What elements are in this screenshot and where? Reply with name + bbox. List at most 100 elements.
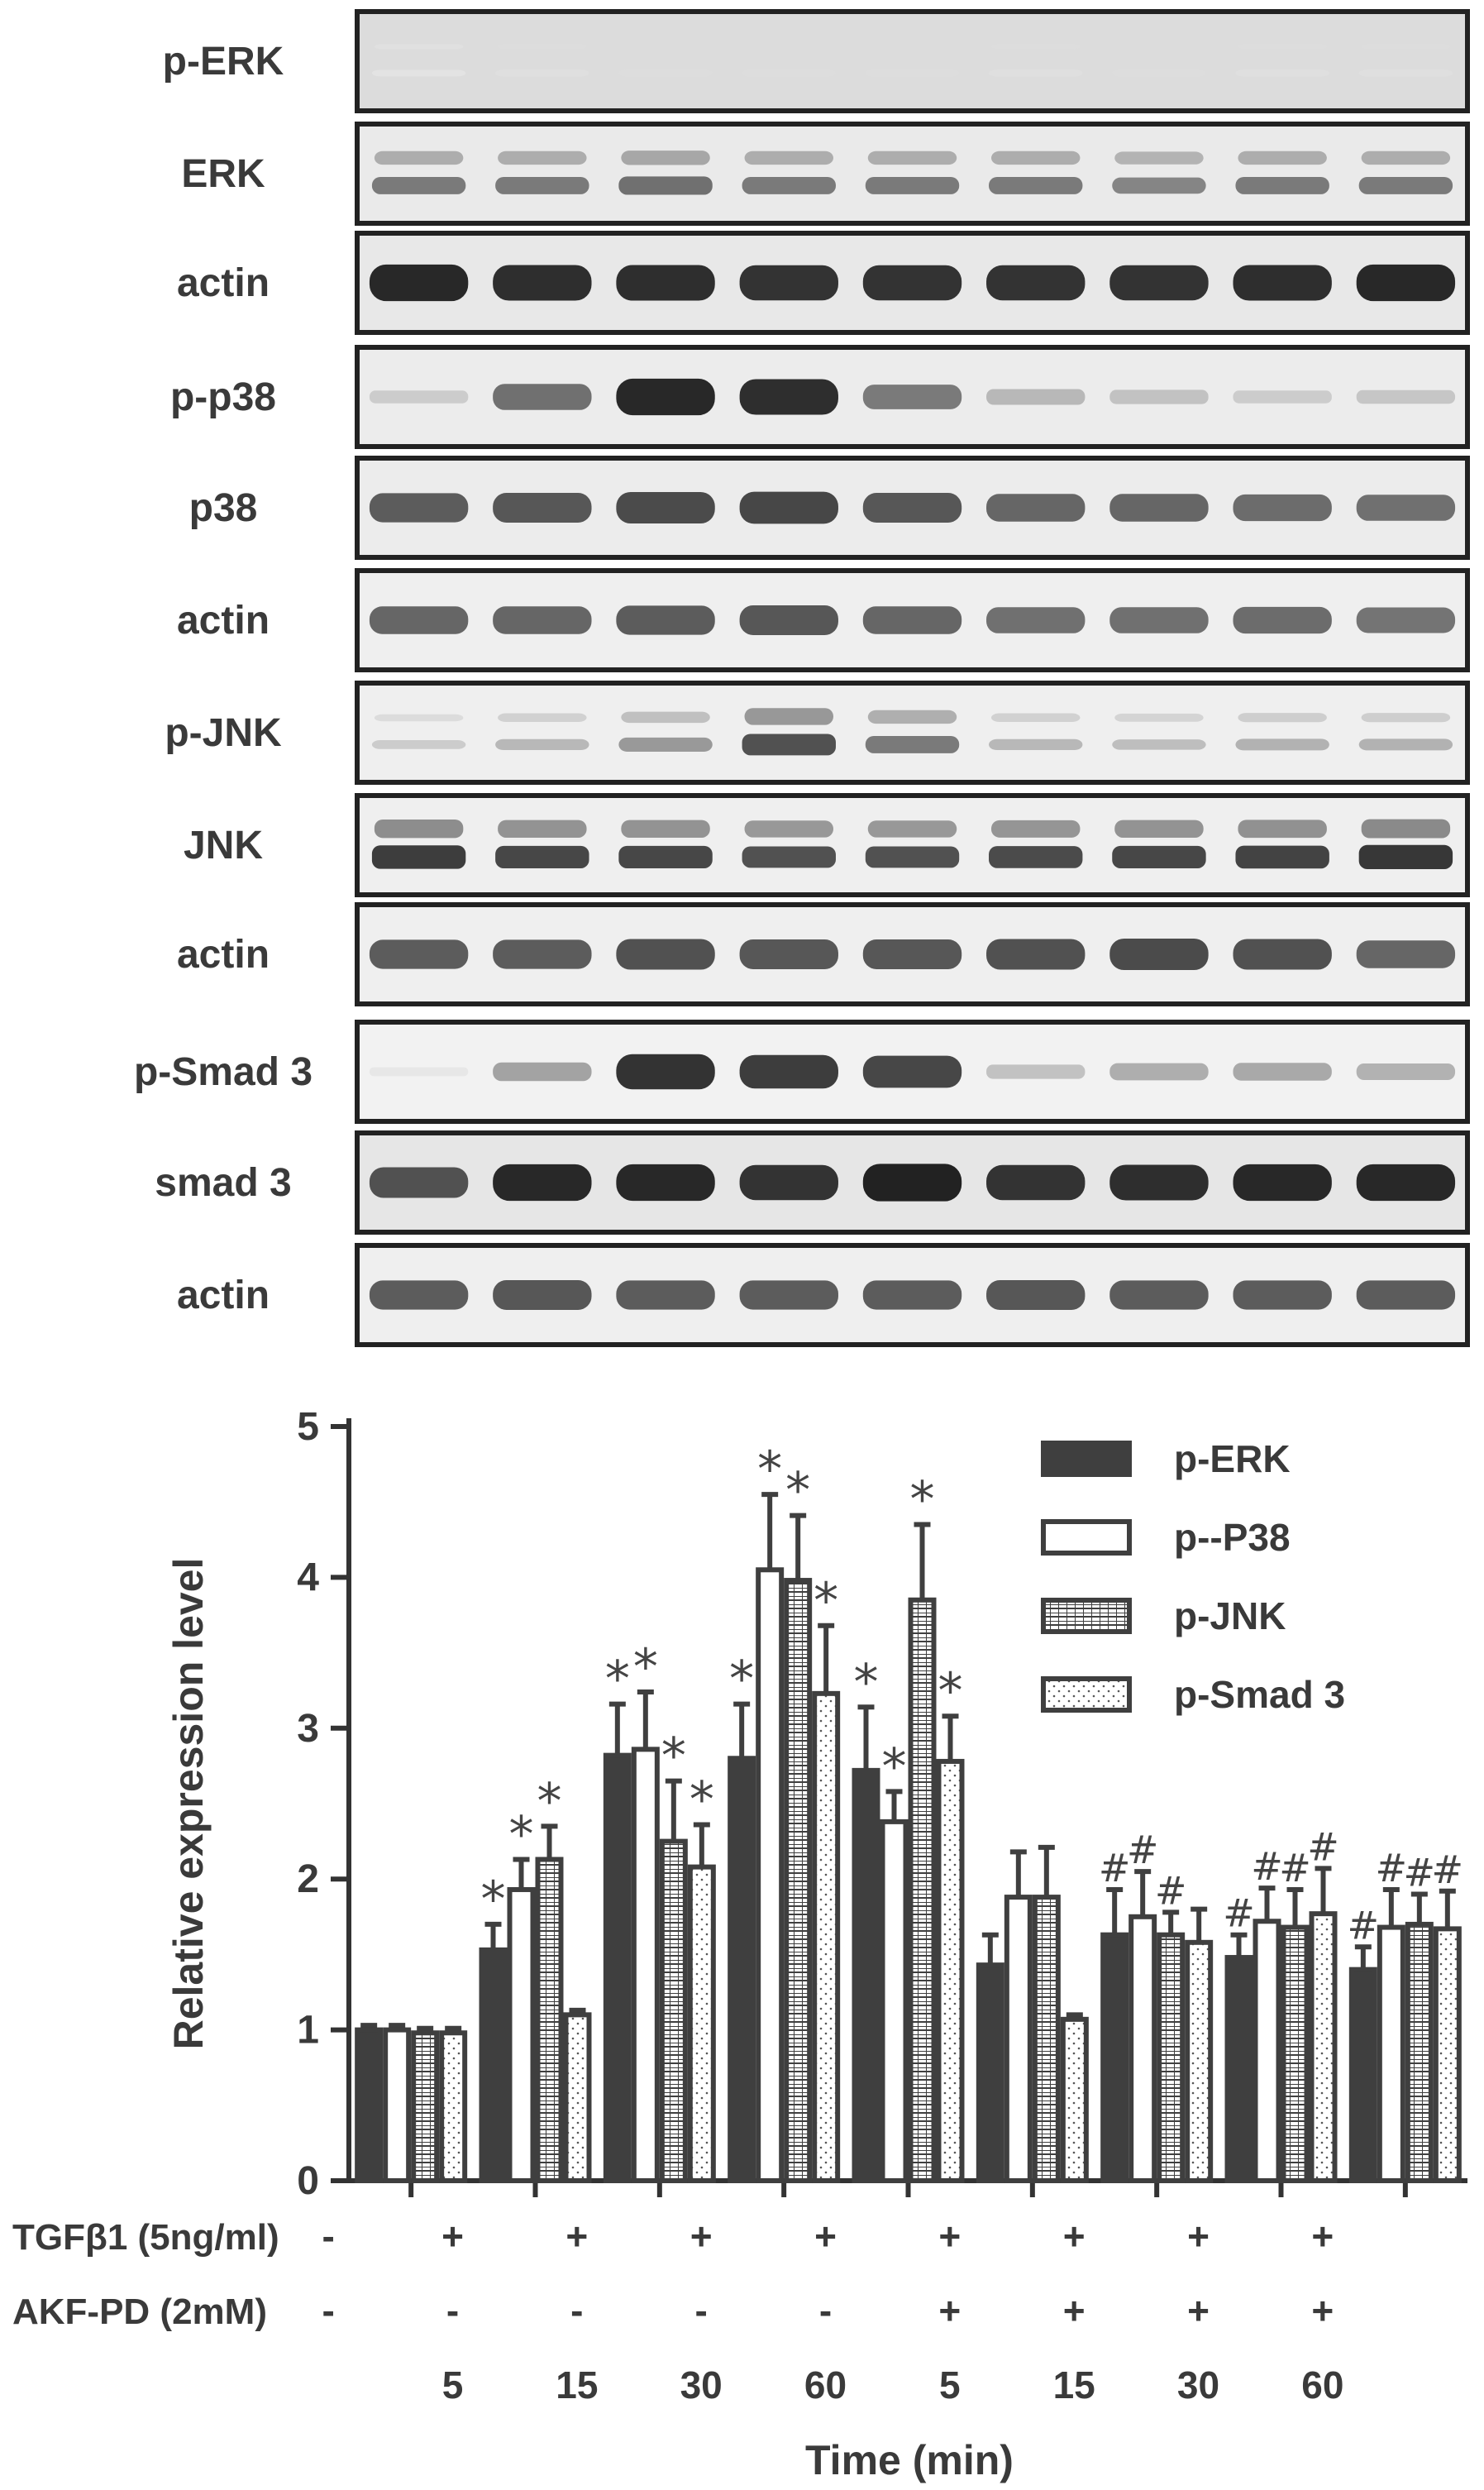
blot-band — [742, 176, 836, 194]
y-tick-label: 2 — [297, 1857, 319, 1901]
bar-0-8 — [1348, 1967, 1377, 2184]
blot-band — [1358, 176, 1453, 194]
blot-band — [1238, 713, 1327, 723]
x-tick-label: 5 — [442, 2363, 464, 2406]
blot-p-erk-0: p-ERK — [163, 9, 1470, 113]
blot-band — [1114, 713, 1204, 722]
significance-mark: * — [910, 1471, 935, 1529]
blot-band — [862, 939, 962, 969]
blot-band — [1233, 1164, 1332, 1202]
blot-band — [744, 820, 833, 838]
blot-band — [739, 491, 838, 524]
tgf-sign: + — [1187, 2215, 1210, 2258]
blot-band — [1109, 1280, 1209, 1310]
blot-band — [1233, 1280, 1332, 1310]
blot-band — [493, 384, 592, 410]
blot-band — [986, 1064, 1086, 1079]
akf-sign: + — [1063, 2289, 1086, 2332]
blot-band — [739, 265, 838, 301]
blot-band — [369, 493, 469, 523]
blot-band — [739, 939, 838, 969]
blot-band — [991, 151, 1081, 165]
blot-band — [862, 606, 962, 634]
blot-band — [989, 176, 1083, 194]
bar-1-7 — [1253, 1919, 1281, 2183]
blot-band — [742, 846, 836, 868]
significance-mark: * — [690, 1771, 714, 1829]
blot-label: actin — [177, 261, 270, 305]
legend-label: p-JNK — [1174, 1594, 1286, 1637]
blot-band — [1356, 264, 1456, 302]
bar-3-5 — [1060, 2016, 1089, 2183]
bar-2-0 — [411, 2030, 440, 2183]
blot-band — [986, 939, 1086, 970]
y-tick-label: 0 — [297, 2159, 319, 2203]
blot-band — [991, 820, 1081, 838]
blot-band — [1112, 739, 1206, 750]
blot-band — [616, 605, 715, 635]
blot-band — [498, 713, 587, 722]
blot-band — [986, 1164, 1086, 1201]
blot-band — [1361, 713, 1451, 723]
blot-band — [1114, 151, 1204, 165]
blot-band — [867, 151, 957, 165]
bar-0-1 — [479, 1947, 508, 2183]
blot-band — [369, 1167, 469, 1198]
blot-band — [616, 1164, 715, 1202]
akf-sign: - — [695, 2289, 708, 2332]
blot-band — [493, 265, 592, 301]
significance-mark: * — [633, 1638, 658, 1696]
blot-band — [986, 607, 1086, 633]
y-axis-title: Relative expression level — [165, 1558, 212, 2050]
bar-1-0 — [383, 2027, 412, 2183]
blot-band — [865, 69, 960, 77]
blot-label: JNK — [184, 824, 263, 867]
blot-band — [1235, 738, 1329, 751]
bar-1-4 — [880, 1819, 909, 2183]
x-tick-label: 15 — [556, 2363, 598, 2406]
significance-mark: # — [1279, 1846, 1311, 1890]
blot-band — [1109, 265, 1209, 301]
blot-band — [495, 176, 589, 194]
blot-actin-11: actin — [177, 1243, 1470, 1347]
blot-band — [1356, 1063, 1456, 1081]
significance-mark: * — [661, 1728, 686, 1785]
significance-mark: # — [1307, 1824, 1339, 1869]
x-tick-label: 30 — [1177, 2363, 1219, 2406]
blot-band — [867, 710, 957, 724]
bar-2-4 — [908, 1597, 937, 2183]
bar-3-2 — [687, 1864, 716, 2183]
blot-smad-3-10: smad 3 — [155, 1130, 1470, 1235]
blot-band — [371, 176, 466, 194]
significance-mark: # — [1251, 1844, 1283, 1889]
blot-band — [1109, 390, 1209, 404]
blot-band — [739, 1164, 838, 1201]
significance-mark: * — [537, 1772, 562, 1830]
blot-band — [618, 176, 713, 195]
blot-band — [1356, 940, 1456, 968]
bar-0-2 — [603, 1752, 632, 2183]
chart-legend: p-ERK p--P38 p-JNK p-Smad 3 — [1041, 1437, 1345, 1716]
blot-p38-4: p38 — [189, 456, 1470, 560]
akf-sign: - — [819, 2289, 832, 2332]
blot-band — [991, 43, 1081, 50]
bar-1-8 — [1377, 1924, 1405, 2183]
bar-2-2 — [659, 1838, 688, 2183]
bar-2-7 — [1281, 1924, 1310, 2183]
blot-band — [742, 734, 836, 756]
blot-band — [989, 738, 1083, 751]
bar-0-4 — [852, 1767, 880, 2183]
blot-jnk-7: JNK — [184, 793, 1470, 897]
significance-mark: * — [729, 1651, 754, 1709]
blot-band — [616, 1280, 715, 1310]
blot-band — [1109, 1063, 1209, 1081]
bar-2-6 — [1157, 1932, 1186, 2183]
blot-p-smad-3-9: p-Smad 3 — [134, 1020, 1470, 1124]
blot-band — [621, 820, 710, 838]
blot-band — [986, 265, 1086, 301]
akf-row-label: AKF-PD (2mM) — [12, 2292, 267, 2332]
legend-swatch — [1041, 1441, 1132, 1477]
blot-band — [374, 151, 464, 165]
bar-3-6 — [1185, 1939, 1214, 2183]
blot-band — [371, 845, 466, 869]
